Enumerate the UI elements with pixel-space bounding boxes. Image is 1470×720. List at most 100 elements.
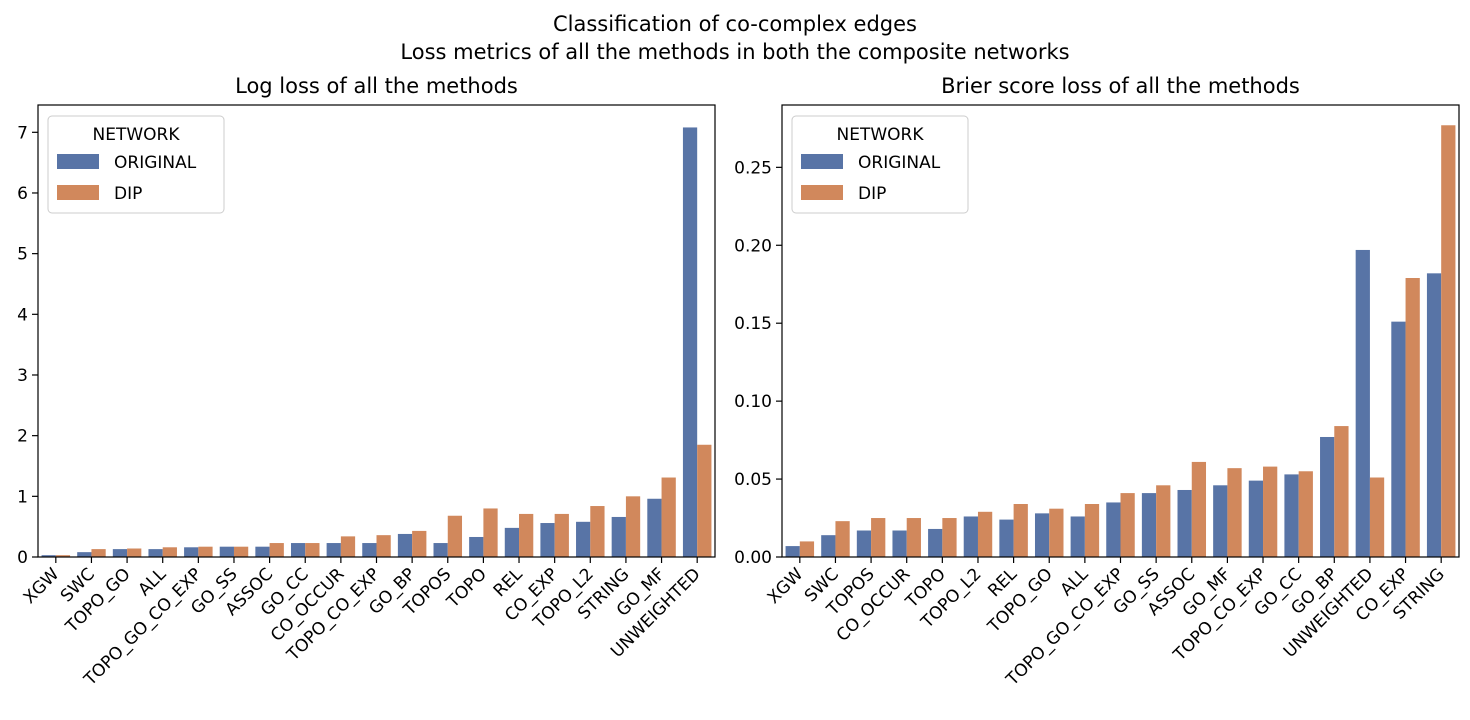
brier-ytick-label: 0.05 xyxy=(734,470,772,490)
brier-bar-original-co-occur xyxy=(892,530,907,557)
brier-bar-dip-xgw xyxy=(799,541,815,557)
brier-bar-dip-topos xyxy=(871,518,886,557)
brier-legend-title: NETWORK xyxy=(837,125,925,145)
brier-bar-dip-unweighted xyxy=(1369,477,1385,557)
log-loss-ytick-label: 6 xyxy=(17,184,28,204)
figure-suptitle-line2: Loss metrics of all the methods in both … xyxy=(400,40,1069,64)
log-loss-bar-dip-go-ss xyxy=(233,546,249,557)
log-loss-bar-dip-swc xyxy=(91,549,106,557)
log-loss-bar-original-topos xyxy=(433,543,448,557)
brier-bar-original-unweighted xyxy=(1355,249,1370,557)
brier-legend: NETWORK ORIGINAL DIP xyxy=(791,115,969,214)
brier-bar-dip-topo-go xyxy=(1049,508,1064,557)
log-loss-bar-dip-unweighted xyxy=(697,444,712,557)
log-loss-bar-dip-co-exp xyxy=(554,513,569,557)
brier-bar-original-go-bp xyxy=(1320,436,1335,557)
log-loss-bar-original-string xyxy=(611,516,626,557)
brier-bar-dip-co-occur xyxy=(906,518,921,557)
brier-bar-dip-go-ss xyxy=(1156,485,1171,557)
brier-ytick-label: 0.15 xyxy=(734,314,772,334)
log-loss-bar-dip-string xyxy=(625,496,641,557)
brier-bar-original-topo xyxy=(928,528,943,557)
log-loss-bar-original-topo-go-co-exp xyxy=(184,547,199,557)
brier-ytick-label: 0.00 xyxy=(734,548,772,568)
log-loss-bar-original-all xyxy=(148,549,163,557)
brier-ytick-label: 0.10 xyxy=(734,392,772,412)
brier-bar-dip-assoc xyxy=(1191,461,1207,557)
log-loss-legend-title: NETWORK xyxy=(93,125,181,145)
brier-bar-dip-co-exp xyxy=(1405,278,1420,557)
log-loss-bar-dip-topos xyxy=(447,515,463,557)
brier-bar-dip-rel xyxy=(1013,504,1028,557)
brier-bar-original-xgw xyxy=(785,546,800,557)
brier-score-panel: Brier score loss of all the methods 0.00 0… xyxy=(734,74,1460,691)
log-loss-bar-dip-topo-go-co-exp xyxy=(198,546,213,557)
brier-bar-dip-go-cc xyxy=(1298,471,1313,557)
brier-bar-original-all xyxy=(1070,516,1085,557)
brier-legend-label-dip: DIP xyxy=(858,184,886,204)
log-loss-ytick-label: 1 xyxy=(17,487,28,507)
brier-bar-original-topos xyxy=(856,530,872,557)
brier-bar-dip-go-bp xyxy=(1334,426,1349,557)
log-loss-bar-dip-topo-go xyxy=(127,548,142,557)
log-loss-bar-original-go-mf xyxy=(647,498,662,557)
log-loss-bar-dip-go-mf xyxy=(661,477,676,557)
brier-bar-dip-topo xyxy=(942,518,957,557)
log-loss-bar-original-swc xyxy=(77,552,92,557)
log-loss-bar-dip-topo-co-exp xyxy=(376,535,391,557)
brier-bar-dip-topo-l2 xyxy=(977,511,993,557)
log-loss-bar-dip-all xyxy=(162,547,177,557)
log-loss-ytick-label: 3 xyxy=(17,366,28,386)
log-loss-bar-dip-assoc xyxy=(269,543,284,557)
log-loss-bar-dip-go-cc xyxy=(305,543,320,557)
log-loss-bar-original-co-occur xyxy=(326,543,341,557)
log-loss-ytick-label: 5 xyxy=(17,245,28,265)
log-loss-bar-original-xgw xyxy=(41,555,56,557)
brier-bar-original-topo-l2 xyxy=(963,516,978,557)
log-loss-legend-label-original: ORIGINAL xyxy=(114,153,197,173)
log-loss-bar-original-go-ss xyxy=(219,546,234,557)
log-loss-panel: Log loss of all the methods01234567XGWSW… xyxy=(17,74,716,691)
brier-bar-dip-swc xyxy=(835,521,850,557)
log-loss-bar-original-topo-co-exp xyxy=(362,543,377,557)
log-loss-bar-original-rel xyxy=(504,527,520,557)
log-loss-legend-swatch-dip xyxy=(57,185,99,200)
log-loss-bar-dip-topo-l2 xyxy=(590,506,605,557)
brier-bar-dip-topo-co-exp xyxy=(1263,466,1278,557)
log-loss-ytick-label: 0 xyxy=(17,548,28,568)
brier-bar-dip-go-mf xyxy=(1227,468,1242,557)
brier-xtick-label: XGW xyxy=(764,564,808,608)
log-loss-xtick-label: TOPO xyxy=(443,564,491,612)
brier-bar-dip-string xyxy=(1441,125,1456,557)
brier-bar-original-go-ss xyxy=(1141,493,1157,557)
log-loss-bar-dip-co-occur xyxy=(340,536,356,557)
log-loss-bar-dip-rel xyxy=(519,513,534,557)
log-loss-xtick-label: XGW xyxy=(20,564,64,608)
log-loss-bar-original-topo xyxy=(469,536,484,557)
figure-suptitle-line1: Classification of co-complex edges xyxy=(553,12,917,36)
brier-bar-original-rel xyxy=(999,519,1014,557)
log-loss-legend-label-dip: DIP xyxy=(114,184,142,204)
log-loss-ytick-label: 7 xyxy=(17,123,28,143)
log-loss-legend-swatch-original xyxy=(57,154,99,169)
log-loss-bar-original-assoc xyxy=(255,546,270,557)
brier-bar-original-co-exp xyxy=(1391,321,1406,557)
log-loss-ytick-label: 2 xyxy=(17,427,28,447)
log-loss-bar-dip-xgw xyxy=(55,555,71,557)
brier-bar-original-go-cc xyxy=(1284,474,1299,557)
log-loss-bar-original-unweighted xyxy=(682,127,698,558)
brier-bar-original-string xyxy=(1426,273,1442,557)
log-loss-bar-original-topo-go xyxy=(112,549,128,557)
log-loss-bar-original-topo-l2 xyxy=(576,521,591,557)
brier-bar-original-swc xyxy=(821,535,836,557)
log-loss-bar-original-go-cc xyxy=(290,543,306,557)
brier-bar-original-topo-co-exp xyxy=(1248,480,1264,557)
brier-legend-swatch-dip xyxy=(801,185,843,200)
log-loss-bar-dip-go-bp xyxy=(412,530,427,557)
brier-title: Brier score loss of all the methods xyxy=(941,74,1300,98)
brier-legend-label-original: ORIGINAL xyxy=(858,153,941,173)
brier-ytick-label: 0.20 xyxy=(734,236,772,256)
brier-xtick-label: TOPO_GO xyxy=(984,564,1057,637)
log-loss-bar-original-go-bp xyxy=(397,533,413,557)
